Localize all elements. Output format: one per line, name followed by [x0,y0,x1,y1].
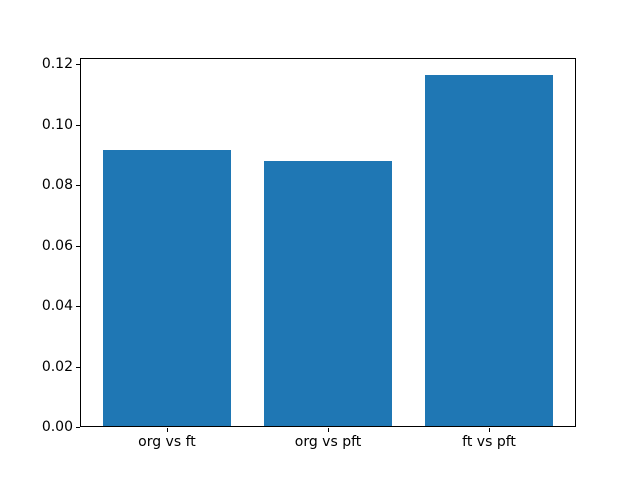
x-tick-label: org vs pft [294,434,362,450]
x-tick-mark [489,428,491,432]
y-tick-mark [76,124,80,126]
bar-org-vs-pft [263,161,393,427]
y-tick-mark [76,245,80,247]
x-tick-label: org vs ft [138,434,196,450]
x-tick-mark [166,428,168,432]
y-tick-mark [76,64,80,66]
y-tick-label: 0.04 [41,298,73,315]
y-tick-label: 0.06 [41,237,73,254]
y-tick-label: 0.10 [41,116,73,133]
y-tick-label: 0.08 [41,177,73,194]
bar-org-vs-ft [102,150,232,427]
y-tick-mark [76,366,80,368]
y-tick-label: 0.02 [41,358,73,375]
x-tick-label: ft vs pft [462,434,516,450]
y-tick-mark [76,427,80,428]
y-tick-label: 0.00 [41,419,73,435]
x-tick-mark [328,428,329,432]
y-tick-mark [76,185,80,187]
y-tick-label: 0.12 [41,56,73,73]
y-tick-mark [76,306,80,308]
bar-ft-vs-pft [424,74,554,427]
